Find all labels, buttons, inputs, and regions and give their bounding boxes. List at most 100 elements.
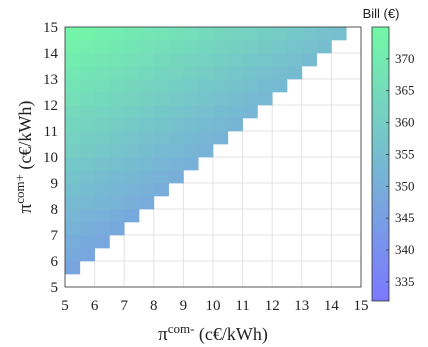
heatmap-cell xyxy=(183,39,199,54)
heatmap-cell xyxy=(153,104,169,119)
colorbar-tick-label: 345 xyxy=(395,210,415,225)
y-tick-label: 15 xyxy=(43,20,58,36)
y-axis-label-unit: (c€/kWh) xyxy=(15,101,36,174)
heatmap-cell xyxy=(272,39,288,54)
heatmap-cell xyxy=(139,39,155,54)
colorbar-tick-label: 360 xyxy=(395,115,415,130)
heatmap-cell xyxy=(109,221,125,236)
heatmap-cell xyxy=(109,208,125,223)
heatmap-cell xyxy=(153,26,169,41)
heatmap-cell xyxy=(153,156,169,171)
heatmap-cell xyxy=(109,78,125,93)
heatmap-cell xyxy=(168,65,184,80)
heatmap-cell xyxy=(124,195,140,210)
heatmap-cell xyxy=(168,156,184,171)
heatmap-cell xyxy=(153,65,169,80)
heatmap-cell xyxy=(79,130,95,145)
heatmap-cell xyxy=(94,52,110,67)
heatmap-cell xyxy=(301,39,317,54)
heatmap-cell xyxy=(124,182,140,197)
heatmap-cell xyxy=(183,143,199,158)
y-tick-labels: 5 6 7 8 9 10 11 12 13 14 15 xyxy=(43,20,59,296)
x-tick-label: 13 xyxy=(294,298,309,314)
heatmap-cell xyxy=(198,26,214,41)
colorbar-tick-label: 340 xyxy=(395,242,415,257)
heatmap-cell xyxy=(153,52,169,67)
heatmap-cell xyxy=(94,26,110,41)
heatmap-cell xyxy=(168,169,184,184)
heatmap-cell xyxy=(79,65,95,80)
heatmap-cell xyxy=(287,65,303,80)
heatmap-cell xyxy=(65,195,81,210)
heatmap-cell xyxy=(153,39,169,54)
heatmap-cell xyxy=(124,169,140,184)
heatmap-cell xyxy=(139,195,155,210)
heatmap-cell xyxy=(139,91,155,106)
heatmap-cell xyxy=(227,91,243,106)
heatmap-cell xyxy=(213,104,229,119)
heatmap-cell xyxy=(124,78,140,93)
heatmap-cell xyxy=(183,117,199,132)
heatmap-cell xyxy=(65,104,81,119)
heatmap-cell xyxy=(213,39,229,54)
heatmap-cell xyxy=(139,143,155,158)
heatmap-cell xyxy=(94,91,110,106)
heatmap-cell xyxy=(79,221,95,236)
x-axis-label: πcom- (c€/kWh) xyxy=(158,321,268,345)
heatmap-cell xyxy=(272,78,288,93)
heatmap-cell xyxy=(139,52,155,67)
heatmap-cell xyxy=(94,234,110,249)
heatmap-cell xyxy=(79,52,95,67)
heatmap-cell xyxy=(65,39,81,54)
heatmap-cell xyxy=(94,169,110,184)
heatmap-cell xyxy=(139,78,155,93)
heatmap-cell xyxy=(287,26,303,41)
heatmap-cell xyxy=(227,104,243,119)
x-tick-label: 9 xyxy=(180,298,188,314)
heatmap-cell xyxy=(198,39,214,54)
heatmap-cell xyxy=(109,39,125,54)
heatmap-cell xyxy=(168,26,184,41)
x-axis-label-symbol: π xyxy=(158,324,168,345)
heatmap-cell xyxy=(109,143,125,158)
heatmap-cell xyxy=(153,130,169,145)
heatmap-cell xyxy=(79,182,95,197)
heatmap-cell xyxy=(301,26,317,41)
y-tick-label: 9 xyxy=(51,176,59,192)
heatmap-cell xyxy=(287,52,303,67)
heatmap-cell xyxy=(153,91,169,106)
colorbar-tick-label: 350 xyxy=(395,178,415,193)
heatmap-cell xyxy=(153,143,169,158)
heatmap-cell xyxy=(242,104,258,119)
heatmap-cell xyxy=(139,65,155,80)
y-axis-label-superscript: com+ xyxy=(12,174,27,204)
heatmap-cell xyxy=(124,52,140,67)
x-tick-label: 10 xyxy=(206,298,221,314)
heatmap-cell xyxy=(242,26,258,41)
heatmap-cell xyxy=(65,208,81,223)
heatmap-cell xyxy=(227,78,243,93)
y-tick-label: 5 xyxy=(51,280,59,296)
y-tick-label: 14 xyxy=(43,46,59,62)
heatmap-cell xyxy=(109,117,125,132)
x-tick-label: 5 xyxy=(61,298,69,314)
heatmap-cell xyxy=(65,169,81,184)
heatmap-cell xyxy=(139,182,155,197)
heatmap-cell xyxy=(213,26,229,41)
heatmap-cell xyxy=(257,65,273,80)
heatmap-cell xyxy=(124,65,140,80)
heatmap-cell xyxy=(124,130,140,145)
heatmap-cell xyxy=(183,130,199,145)
heatmap-cell xyxy=(79,156,95,171)
heatmap-cell xyxy=(272,65,288,80)
heatmap-cell xyxy=(79,117,95,132)
heatmap-cell xyxy=(124,39,140,54)
heatmap-cell xyxy=(65,78,81,93)
heatmap-cell xyxy=(109,195,125,210)
heatmap-cell xyxy=(79,26,95,41)
heatmap-cell xyxy=(79,169,95,184)
y-tick-label: 6 xyxy=(51,254,59,270)
heatmap-cell xyxy=(213,52,229,67)
heatmap-cell xyxy=(94,208,110,223)
